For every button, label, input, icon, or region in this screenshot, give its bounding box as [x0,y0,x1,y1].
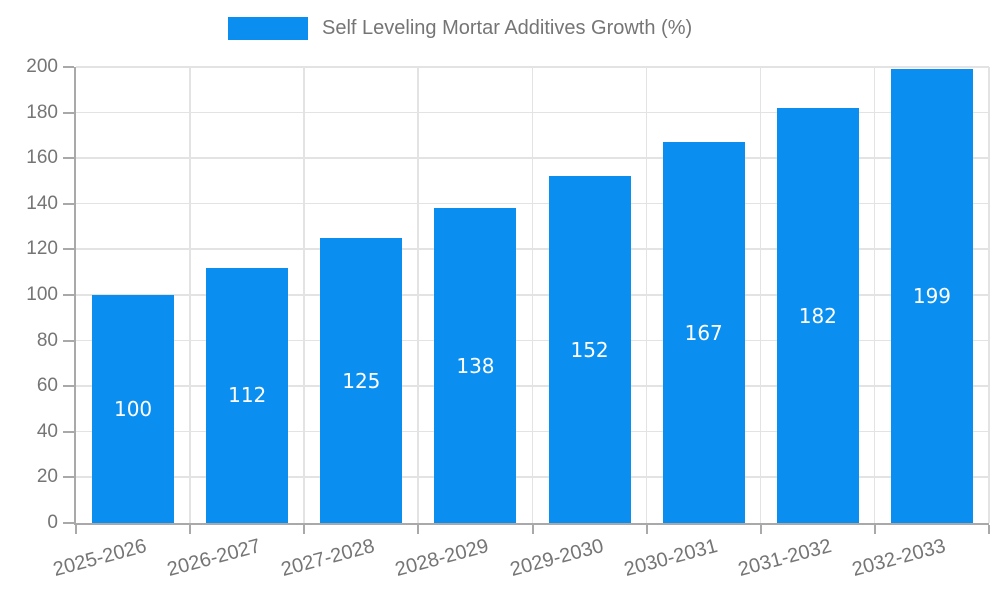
y-axis-tick [63,294,74,296]
x-axis-tick [873,525,876,534]
y-axis-tick-label: 40 [36,420,58,442]
x-axis-tick [645,525,648,534]
y-axis-tick [63,476,74,479]
bar[interactable] [662,142,745,523]
plot-area: 100 112 125 138 152 167 182 199 [63,66,990,534]
x-axis-tick [417,525,420,534]
y-axis-tick-label: 80 [36,329,58,351]
bar-value-label: 125 [342,368,381,393]
x-axis-tick [189,525,192,534]
legend-swatch [228,17,308,40]
y-axis-tick-label: 180 [26,101,58,123]
x-axis-tick [531,525,534,534]
y-axis-tick [63,202,74,205]
y-axis-tick-label: 60 [36,375,58,397]
y-axis-tick-label: 160 [26,147,58,169]
x-gridline [873,67,876,523]
y-axis-tick [63,66,74,69]
bar-value-label: 199 [912,284,952,309]
x-gridline [417,67,419,523]
bar-value-label: 138 [456,353,495,378]
x-axis-tick [75,525,77,534]
legend-label: Self Leveling Mortar Additives Growth (%… [322,17,693,39]
bar[interactable] [206,267,289,523]
bar[interactable] [776,108,859,523]
bar-value-label: 182 [798,303,837,328]
x-gridline [531,67,533,523]
y-axis-tick [63,248,74,251]
x-axis-tick [759,525,762,534]
x-gridline [988,67,990,523]
x-gridline [645,67,648,523]
legend[interactable]: Self Leveling Mortar Additives Growth (%… [228,17,692,40]
bar[interactable] [890,69,973,523]
y-axis-tick [63,522,74,524]
y-axis-tick [63,430,74,433]
y-axis-tick-label: 140 [26,192,58,214]
y-axis-tick [63,339,74,342]
y-axis-tick-label: 200 [26,56,58,77]
y-gridline [76,66,989,68]
y-axis-tick [63,111,74,114]
bar[interactable] [320,238,403,523]
bar[interactable] [92,295,175,523]
y-axis-tick-label: 120 [26,238,58,260]
y-axis-tick [63,385,74,388]
y-axis-tick-label: 100 [26,284,58,305]
y-axis-tick [63,157,74,160]
bar-value-label: 152 [570,337,609,362]
x-gridline [303,67,305,523]
bar-value-label: 100 [113,397,153,421]
bar-value-label: 167 [684,320,723,345]
x-gridline [189,67,191,523]
bar-value-label: 112 [228,383,267,408]
x-axis-tick [988,525,990,534]
y-axis-tick-label: 0 [47,512,58,533]
x-axis-tick [303,525,306,534]
bar[interactable] [548,176,631,523]
bar[interactable] [434,208,517,523]
y-axis-tick-label: 20 [36,466,58,488]
x-gridline [759,67,762,523]
